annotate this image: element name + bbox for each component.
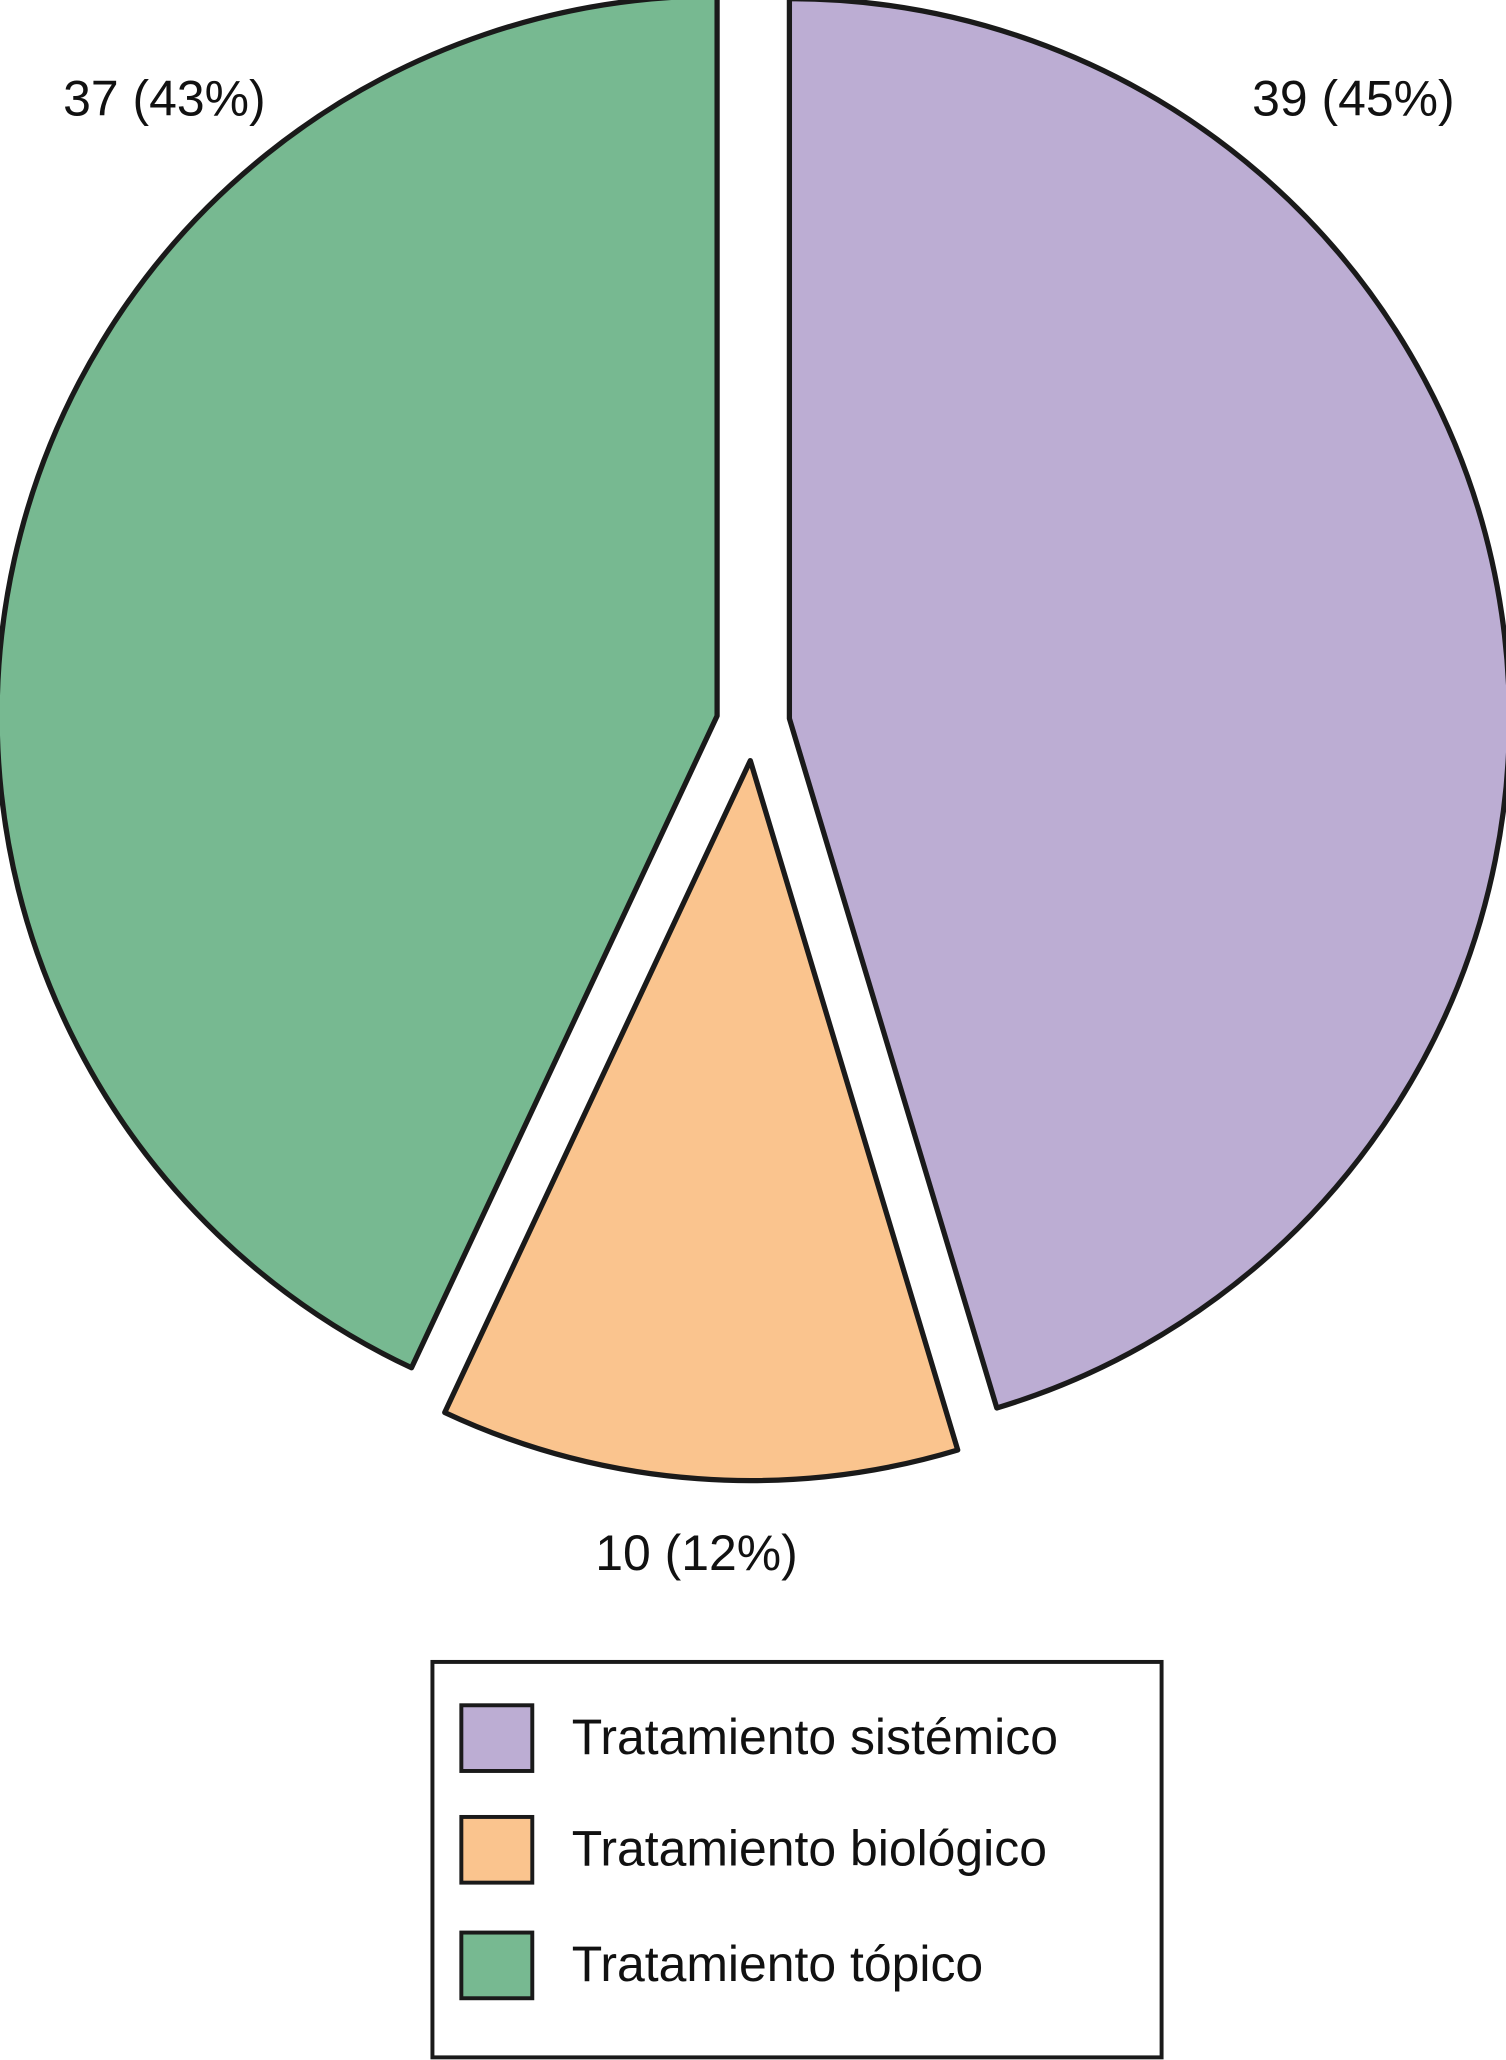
legend-box: [430, 1659, 1164, 2060]
data-label: 39 (45%): [1252, 71, 1455, 127]
legend-swatch: [459, 1930, 535, 2001]
pie-slice: [786, 0, 1506, 1411]
legend-swatch: [459, 1814, 535, 1885]
legend-swatch: [459, 1703, 535, 1773]
pie-slice: [0, 0, 720, 1371]
legend-label: Tratamiento sistémico: [572, 1709, 1058, 1765]
legend-label: Tratamiento tópico: [572, 1936, 983, 1992]
pie-slice: [442, 757, 961, 1484]
data-label: 37 (43%): [63, 71, 266, 127]
data-label: 10 (12%): [595, 1525, 798, 1581]
legend-label: Tratamiento biológico: [572, 1821, 1047, 1877]
